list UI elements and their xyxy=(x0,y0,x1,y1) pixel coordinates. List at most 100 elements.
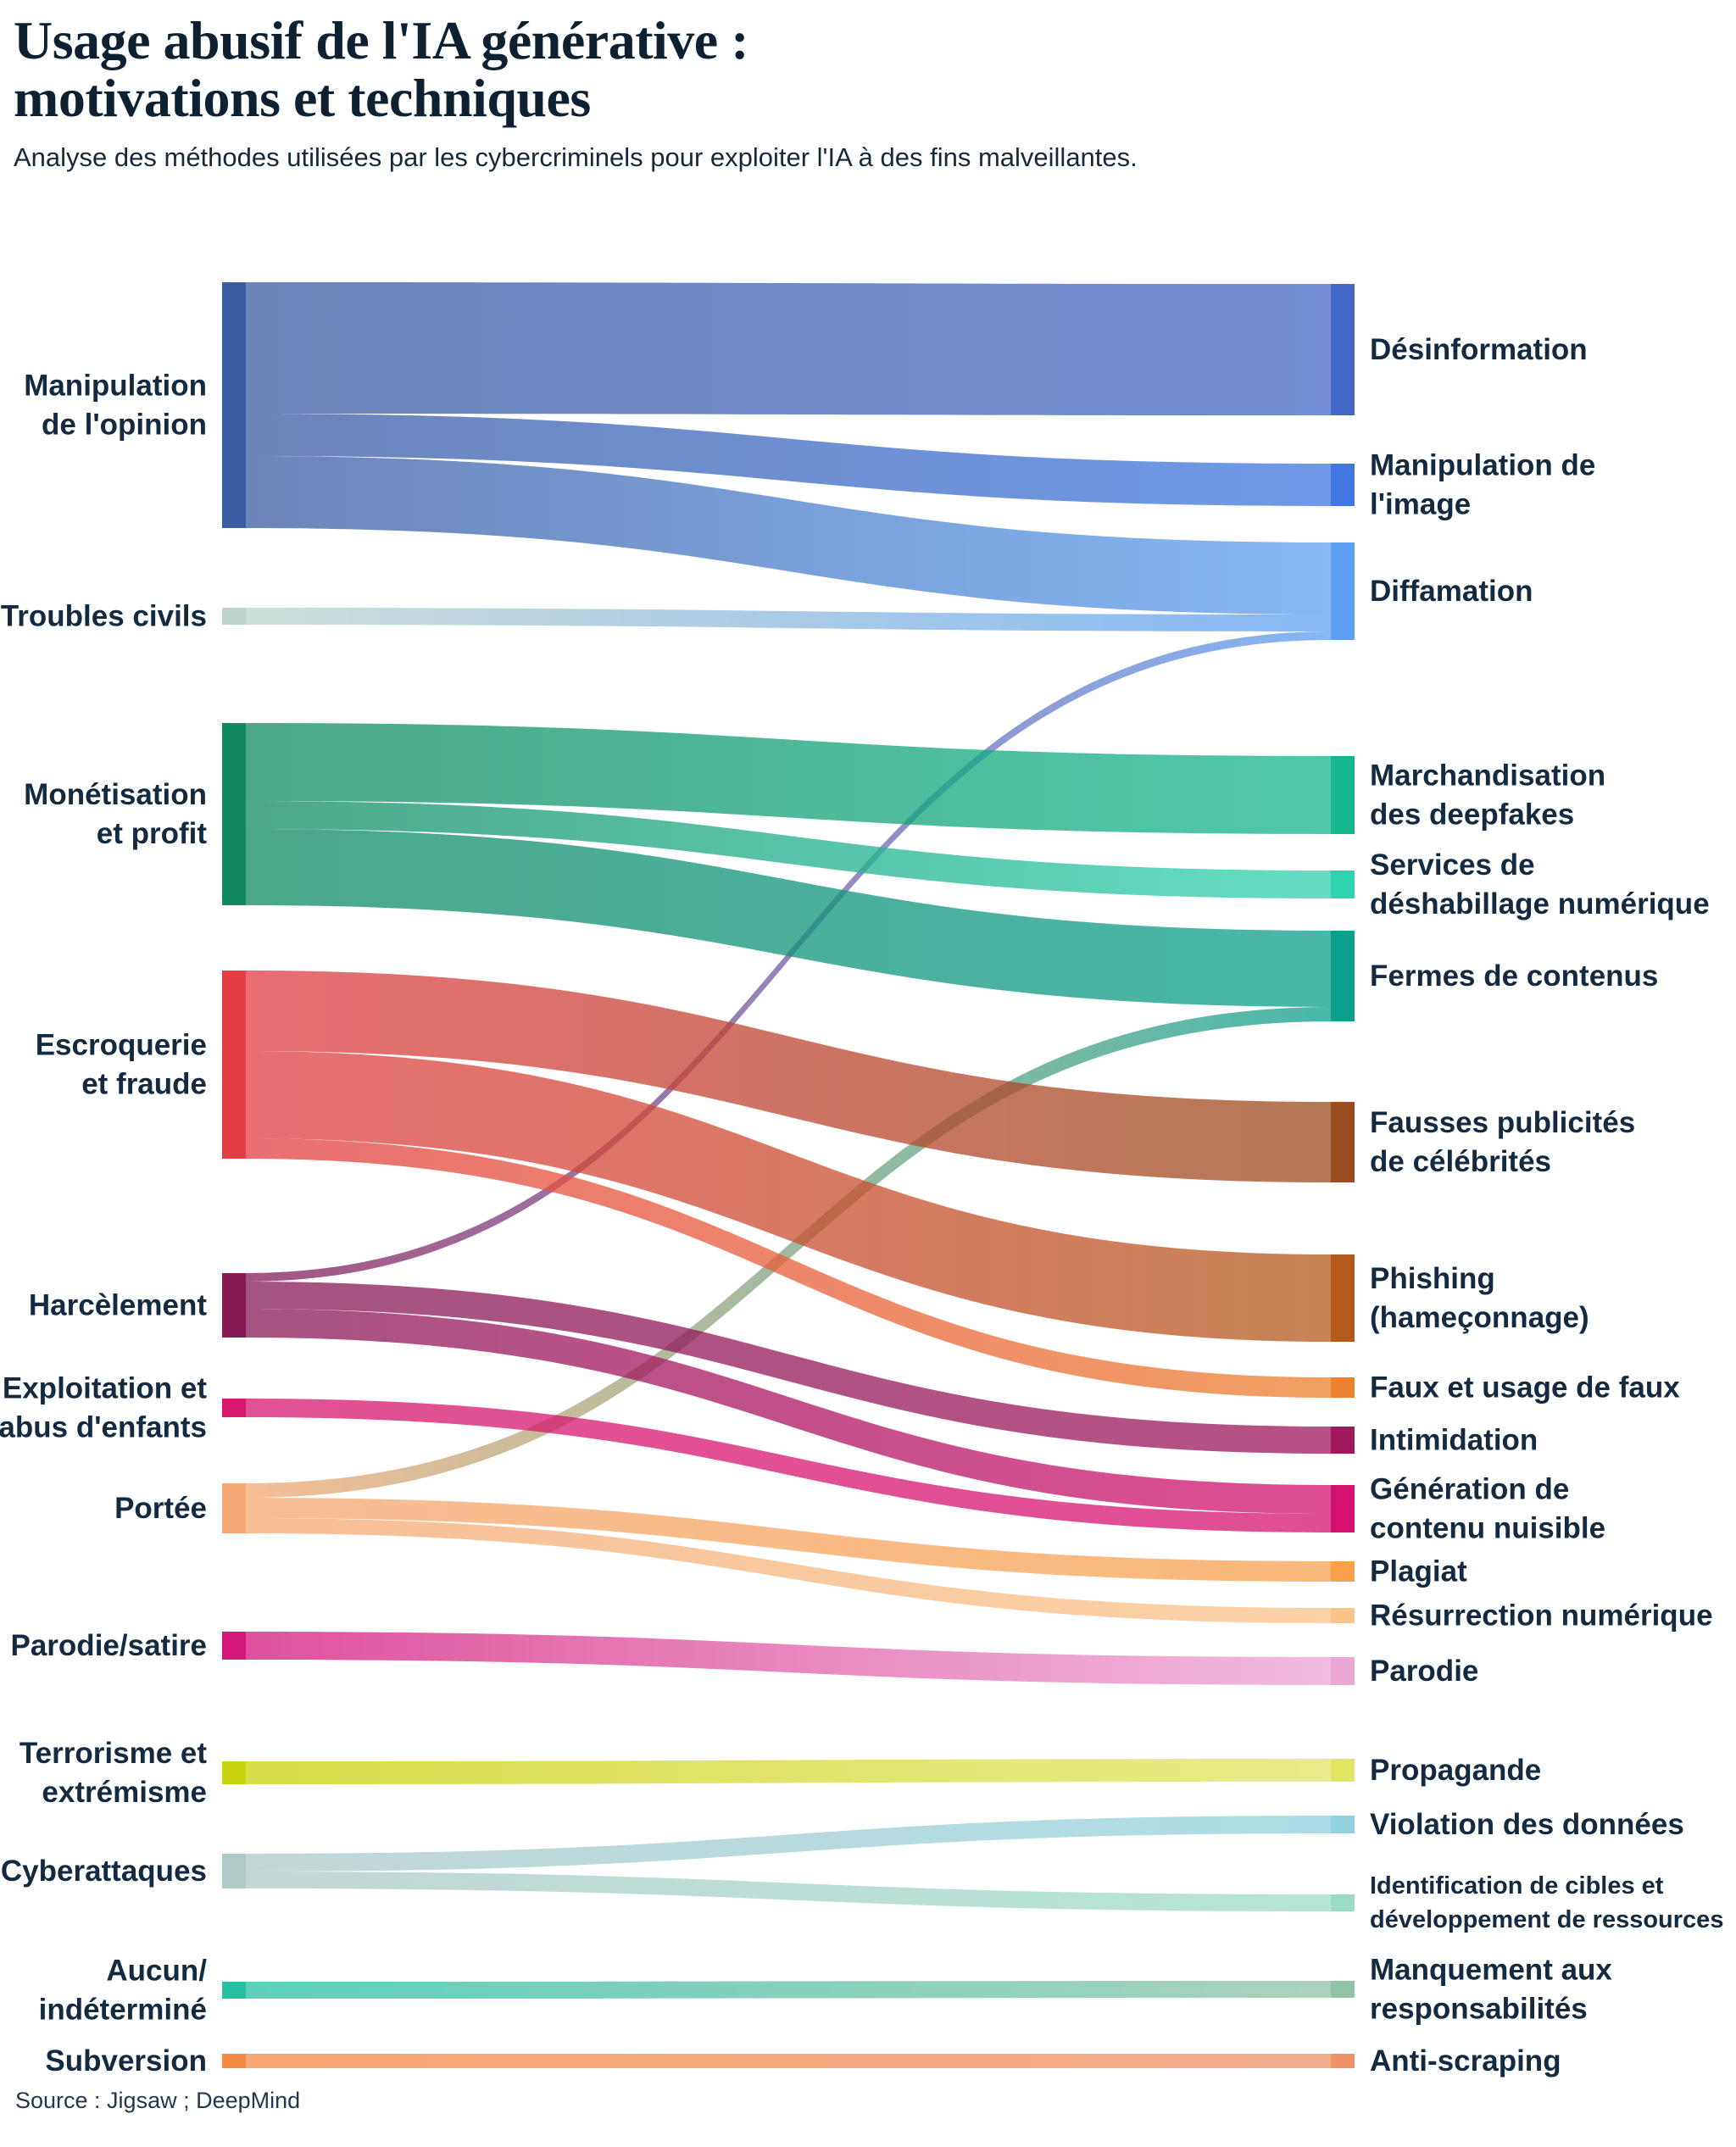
node-marchandisation[interactable] xyxy=(1331,756,1355,834)
node-fermes[interactable] xyxy=(1331,931,1355,1021)
node-harcelement[interactable] xyxy=(222,1273,246,1338)
node-label-phishing: (hameçonnage) xyxy=(1370,1301,1589,1334)
flow-cyberattaques--identification[interactable] xyxy=(246,1872,1331,1911)
node-faux[interactable] xyxy=(1331,1377,1355,1398)
node-manquement[interactable] xyxy=(1331,1981,1355,1998)
node-label-fermes: Fermes de contenus xyxy=(1370,959,1658,993)
node-label-terrorisme: extrémisme xyxy=(42,1776,207,1809)
page-title-line-2: motivations et techniques xyxy=(14,67,591,128)
node-desinformation[interactable] xyxy=(1331,284,1355,415)
node-label-generation: Génération de xyxy=(1370,1473,1569,1506)
flow-monetisation--services[interactable] xyxy=(246,801,1331,898)
node-diffamation[interactable] xyxy=(1331,542,1355,640)
node-label-cyberattaques: Cyberattaques xyxy=(1,1855,207,1888)
flow-escroquerie--phishing[interactable] xyxy=(246,1051,1331,1342)
node-label-opinion: de l'opinion xyxy=(42,409,207,442)
node-exploitation[interactable] xyxy=(222,1399,246,1417)
node-violation[interactable] xyxy=(1331,1816,1355,1833)
node-services[interactable] xyxy=(1331,870,1355,898)
flow-subversion--antiscraping[interactable] xyxy=(246,2054,1331,2068)
node-label-fausses: Fausses publicités xyxy=(1370,1106,1635,1139)
node-label-intimidation: Intimidation xyxy=(1370,1424,1538,1457)
node-troubles[interactable] xyxy=(222,608,246,625)
node-label-subversion: Subversion xyxy=(45,2044,207,2077)
node-label-diffamation: Diffamation xyxy=(1370,575,1533,608)
flow-escroquerie--faux[interactable] xyxy=(246,1138,1331,1398)
node-label-marchandisation: Marchandisation xyxy=(1370,759,1605,793)
node-label-plagiat: Plagiat xyxy=(1370,1555,1467,1588)
node-monetisation[interactable] xyxy=(222,723,246,905)
node-label-monetisation: Monétisation xyxy=(24,778,207,811)
node-label-parodie_satire: Parodie/satire xyxy=(11,1629,208,1662)
node-label-violation: Violation des données xyxy=(1370,1808,1684,1841)
flow-opinion--diffamation[interactable] xyxy=(246,456,1331,615)
node-label-terrorisme: Terrorisme et xyxy=(19,1737,207,1770)
flow-escroquerie--fausses[interactable] xyxy=(246,971,1331,1182)
node-propagande[interactable] xyxy=(1331,1759,1355,1782)
page-title-line-1: Usage abusif de l'IA générative : xyxy=(14,10,749,70)
flow-harcelement--diffamation[interactable] xyxy=(246,631,1331,1282)
flow-aucun--manquement[interactable] xyxy=(246,1981,1331,1999)
flow-portee--plagiat[interactable] xyxy=(246,1498,1331,1582)
node-label-exploitation: abus d'enfants xyxy=(0,1411,207,1444)
node-generation[interactable] xyxy=(1331,1485,1355,1532)
flow-troubles--diffamation[interactable] xyxy=(246,608,1331,631)
flow-harcelement--generation[interactable] xyxy=(246,1309,1331,1514)
node-label-services: Services de xyxy=(1370,848,1535,882)
node-subversion[interactable] xyxy=(222,2054,246,2068)
node-label-antiscraping: Anti-scraping xyxy=(1370,2044,1561,2077)
node-label-fausses: de célébrités xyxy=(1370,1145,1551,1178)
flow-terrorisme--propagande[interactable] xyxy=(246,1759,1331,1784)
node-identification[interactable] xyxy=(1331,1894,1355,1911)
node-resurrection[interactable] xyxy=(1331,1608,1355,1623)
node-label-identification: Identification de cibles et xyxy=(1370,1872,1664,1899)
node-fausses[interactable] xyxy=(1331,1102,1355,1182)
node-image[interactable] xyxy=(1331,464,1355,506)
flow-harcelement--intimidation[interactable] xyxy=(246,1282,1331,1454)
node-label-image: Manipulation de xyxy=(1370,449,1595,482)
node-label-manquement: responsabilités xyxy=(1370,1993,1588,2026)
node-label-manquement: Manquement aux xyxy=(1370,1954,1612,1987)
node-label-monetisation: et profit xyxy=(97,817,208,850)
node-label-faux: Faux et usage de faux xyxy=(1370,1371,1680,1404)
node-label-marchandisation: des deepfakes xyxy=(1370,798,1574,832)
node-aucun[interactable] xyxy=(222,1982,246,1999)
node-label-resurrection: Résurrection numérique xyxy=(1370,1599,1713,1632)
node-portee[interactable] xyxy=(222,1483,246,1533)
node-label-escroquerie: Escroquerie xyxy=(36,1029,207,1062)
flow-cyberattaques--violation[interactable] xyxy=(246,1816,1331,1872)
node-label-identification: développement de ressources xyxy=(1370,1906,1723,1933)
flow-exploitation--generation[interactable] xyxy=(246,1399,1331,1532)
node-escroquerie[interactable] xyxy=(222,971,246,1159)
node-label-aucun: indéterminé xyxy=(39,1994,207,2027)
node-label-parodie: Parodie xyxy=(1370,1655,1478,1688)
flow-portee--fermes[interactable] xyxy=(246,1007,1331,1498)
node-label-aucun: Aucun/ xyxy=(106,1955,207,1988)
flow-monetisation--marchandisation[interactable] xyxy=(246,723,1331,834)
node-label-generation: contenu nuisible xyxy=(1370,1512,1605,1545)
node-plagiat[interactable] xyxy=(1331,1561,1355,1582)
node-intimidation[interactable] xyxy=(1331,1427,1355,1454)
flow-opinion--image[interactable] xyxy=(246,414,1331,506)
node-parodie_satire[interactable] xyxy=(222,1632,246,1660)
node-antiscraping[interactable] xyxy=(1331,2054,1355,2068)
node-parodie[interactable] xyxy=(1331,1657,1355,1685)
node-terrorisme[interactable] xyxy=(222,1761,246,1784)
flow-monetisation--fermes[interactable] xyxy=(246,829,1331,1007)
node-label-harcelement: Harcèlement xyxy=(29,1289,207,1322)
node-cyberattaques[interactable] xyxy=(222,1854,246,1888)
node-label-services: déshabillage numérique xyxy=(1370,887,1710,921)
node-label-phishing: Phishing xyxy=(1370,1262,1495,1295)
flow-opinion--desinformation[interactable] xyxy=(246,282,1331,415)
node-label-opinion: Manipulation xyxy=(24,370,207,403)
node-opinion[interactable] xyxy=(222,282,246,528)
page-title: Usage abusif de l'IA générative : motivat… xyxy=(14,12,1722,127)
node-label-exploitation: Exploitation et xyxy=(3,1372,207,1405)
node-label-troubles: Troubles civils xyxy=(1,600,207,633)
node-phishing[interactable] xyxy=(1331,1254,1355,1342)
flow-parodie_satire--parodie[interactable] xyxy=(246,1632,1331,1685)
source-note: Source : Jigsaw ; DeepMind xyxy=(15,2088,301,2113)
flow-portee--resurrection[interactable] xyxy=(246,1518,1331,1623)
node-label-propagande: Propagande xyxy=(1370,1754,1541,1787)
